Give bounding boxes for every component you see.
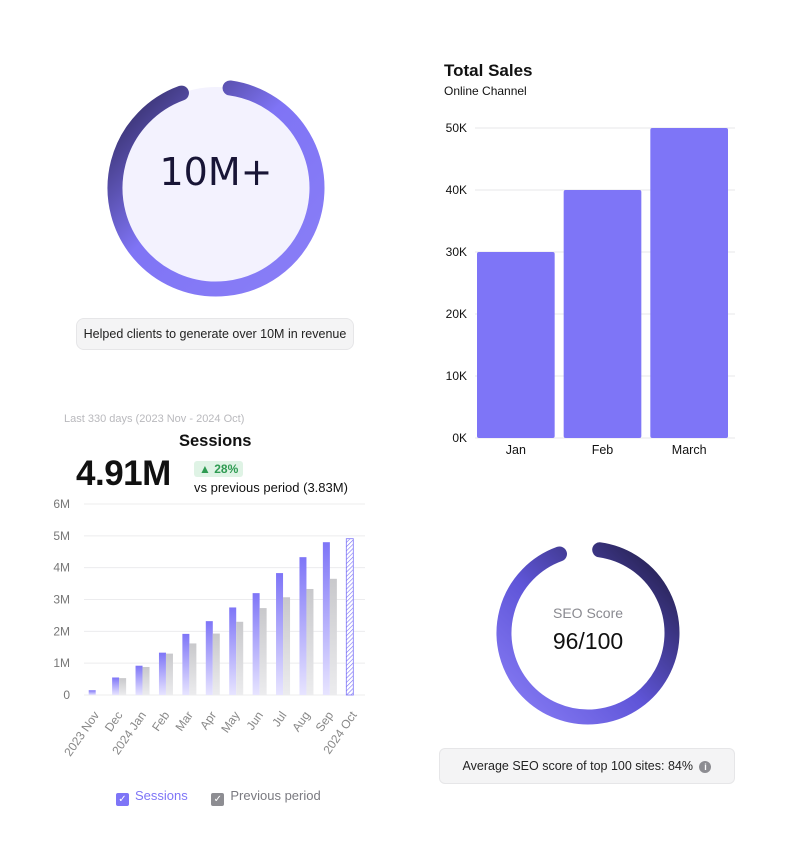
previous-period-bar xyxy=(283,597,291,695)
sessions-bar xyxy=(345,538,354,696)
previous-period-bar xyxy=(165,653,173,695)
sessions-bar xyxy=(276,573,284,695)
legend-item-sessions[interactable]: ✓ Sessions xyxy=(116,788,188,806)
sessions-date-range: Last 330 days (2023 Nov - 2024 Oct) xyxy=(64,413,245,425)
x-tick-label: May xyxy=(218,709,242,736)
previous-period-bar xyxy=(236,621,244,695)
sessions-bar xyxy=(112,677,120,695)
y-tick-label: 0K xyxy=(452,431,467,445)
ring-fill xyxy=(511,556,665,710)
revenue-metric: 10M+ xyxy=(159,150,273,194)
sales-chart-subtitle: Online Channel xyxy=(444,84,527,98)
checkbox-checked-icon: ✓ xyxy=(211,793,225,806)
x-tick-label: Feb xyxy=(592,443,614,457)
sessions-comparison: vs previous period (3.83M) xyxy=(194,480,348,495)
sessions-change-value: 28% xyxy=(214,462,239,476)
legend-item-previous[interactable]: ✓ Previous period xyxy=(211,788,321,806)
bar xyxy=(477,252,555,438)
y-tick-label: 1M xyxy=(53,656,70,670)
seo-caption-text: Average SEO score of top 100 sites: 84% xyxy=(462,759,693,773)
y-tick-label: 6M xyxy=(53,497,70,511)
sessions-bar xyxy=(88,690,96,695)
sessions-change-badge: ▲ 28% xyxy=(194,461,244,477)
y-tick-label: 5M xyxy=(53,529,70,543)
sessions-total: 4.91M xyxy=(76,454,171,493)
sessions-legend: ✓ Sessions ✓ Previous period xyxy=(116,788,341,806)
previous-period-bar xyxy=(306,588,314,695)
revenue-ring-arc xyxy=(107,80,325,297)
sales-chart-title: Total Sales xyxy=(444,61,533,80)
x-tick-label: 2023 Nov xyxy=(61,709,102,759)
sessions-bar xyxy=(322,542,330,695)
sessions-bar xyxy=(205,621,213,695)
triangle-up-icon: ▲ xyxy=(199,462,211,476)
sessions-bar xyxy=(182,633,190,695)
y-tick-label: 3M xyxy=(53,593,70,607)
sessions-bar xyxy=(299,557,307,695)
previous-period-bar xyxy=(119,678,127,695)
y-tick-label: 40K xyxy=(446,183,467,197)
sessions-bar xyxy=(229,607,237,695)
sales-bar-chart: 0K 10K 20K 30K 40K 50K Jan Feb March xyxy=(446,121,735,457)
x-tick-label: Jul xyxy=(269,709,289,730)
seo-caption: Average SEO score of top 100 sites: 84% … xyxy=(439,748,735,784)
previous-period-bar xyxy=(259,608,267,695)
y-tick-label: 30K xyxy=(446,245,467,259)
x-tick-label: Jan xyxy=(506,443,526,457)
previous-period-bar xyxy=(329,578,337,695)
y-tick-label: 10K xyxy=(446,369,467,383)
legend-label-sessions: Sessions xyxy=(135,788,188,803)
x-tick-label: Jun xyxy=(244,709,267,733)
x-tick-label: Mar xyxy=(173,709,196,734)
bar xyxy=(563,190,642,438)
sessions-bar xyxy=(135,665,143,695)
previous-period-bar xyxy=(142,666,150,695)
x-tick-label: March xyxy=(672,443,707,457)
y-tick-label: 2M xyxy=(53,624,70,638)
sessions-title: Sessions xyxy=(179,432,252,450)
bar xyxy=(650,128,728,438)
y-tick-label: 4M xyxy=(53,561,70,575)
previous-period-bar xyxy=(212,633,220,695)
y-tick-label: 0 xyxy=(63,688,70,702)
ring-fill xyxy=(115,87,317,289)
seo-progress-ring xyxy=(496,542,680,725)
seo-score-value: 96/100 xyxy=(552,628,624,654)
y-tick-label: 50K xyxy=(446,121,467,135)
seo-ring-arc xyxy=(496,542,680,725)
previous-period-bar xyxy=(189,643,197,695)
revenue-caption: Helped clients to generate over 10M in r… xyxy=(76,318,354,350)
x-tick-label: Aug xyxy=(289,709,313,735)
y-tick-label: 20K xyxy=(446,307,467,321)
info-icon[interactable]: i xyxy=(699,761,712,773)
x-tick-label: Feb xyxy=(149,708,173,733)
checkbox-checked-icon: ✓ xyxy=(116,793,129,806)
legend-label-previous: Previous period xyxy=(230,788,321,803)
revenue-progress-ring xyxy=(107,80,325,297)
sessions-bar xyxy=(252,593,260,695)
x-tick-label: Apr xyxy=(197,709,219,732)
sessions-bar xyxy=(158,652,166,695)
seo-score-label: SEO Score xyxy=(552,605,624,621)
